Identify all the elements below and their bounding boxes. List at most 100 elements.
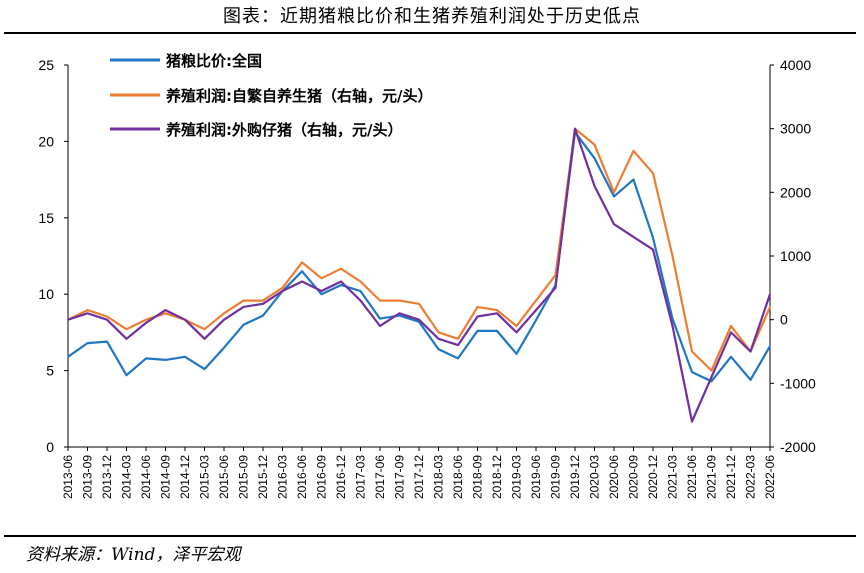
data-point [281,290,284,292]
x-tick-label: 2014-06 [139,455,153,499]
data-point [320,290,323,292]
data-point [398,312,401,315]
x-tick-label: 2017-09 [393,455,407,499]
x-tick-label: 2021-06 [685,455,699,499]
data-point [535,299,537,302]
data-point [476,315,479,318]
legend-label-3: 养殖利润:外购仔猪（右轴，元/头） [165,121,402,139]
data-point [710,380,713,383]
x-tick-label: 2013-09 [81,455,95,499]
data-point [632,236,635,238]
data-point [223,318,225,321]
x-tick-label: 2015-03 [198,455,212,499]
data-point [106,340,108,343]
x-tick-label: 2013-12 [100,455,114,499]
data-point [457,344,459,346]
data-point [749,378,752,381]
data-point [457,357,459,360]
x-tick-label: 2021-09 [705,455,719,499]
right-tick-label: 3000 [780,121,811,137]
x-tick-label: 2015-06 [217,455,231,499]
right-tick-label: -2000 [780,439,816,455]
data-point [86,312,89,315]
x-tick-label: 2020-03 [588,455,602,499]
x-tick-label: 2015-09 [237,455,251,499]
x-tick-label: 2022-06 [763,455,777,499]
data-point [535,319,537,321]
series-lines [67,127,772,423]
data-point [223,312,225,315]
right-tick-label: 1000 [780,248,811,264]
data-point [613,223,615,225]
left-tick-label: 10 [38,286,54,302]
x-tick-label: 2016-09 [315,455,329,499]
data-point [203,368,206,370]
series-line-3 [67,127,772,423]
data-point [671,255,674,257]
data-point [203,337,206,340]
data-point [671,317,674,320]
data-point [67,318,69,321]
x-tick-label: 2017-06 [373,455,387,499]
data-point [320,293,323,296]
left-tick-label: 15 [38,210,54,226]
x-tick-label: 2019-09 [549,455,563,499]
x-tick-label: 2014-03 [120,455,134,499]
x-tick-label: 2016-03 [276,455,290,499]
x-tick-label: 2020-06 [607,455,621,499]
data-point [359,290,362,292]
x-tick-label: 2020-12 [646,455,660,499]
data-point [632,178,635,181]
data-point [398,314,401,317]
x-tick-label: 2021-03 [666,455,680,499]
x-tick-label: 2018-09 [471,455,485,499]
data-point [106,318,108,321]
data-point [437,331,440,334]
left-tick-label: 25 [38,57,54,73]
data-point [145,322,147,324]
x-tick-label: 2021-12 [724,455,738,499]
data-point [223,346,225,349]
data-point [769,293,771,296]
data-point [242,323,245,326]
right-tick-label: 2000 [780,184,811,200]
data-point [749,350,752,353]
x-tick-label: 2018-03 [432,455,446,499]
data-point [86,309,89,311]
data-point [710,369,713,372]
data-point [730,331,732,334]
legend-label-1: 猪粮比价:全国 [165,52,262,70]
data-point [125,328,128,331]
right-tick-label: 4000 [780,57,811,73]
data-point [164,359,167,361]
data-point [340,284,342,286]
data-point [730,325,732,327]
data-point [437,348,440,351]
data-point [301,261,303,264]
data-point [574,127,576,130]
data-point [145,318,147,321]
source-note: 资料来源：Wind，泽平宏观 [26,545,241,565]
data-point [593,157,596,160]
x-tick-label: 2015-12 [256,455,270,499]
data-point [476,330,479,332]
data-point [691,420,693,423]
data-point [379,317,381,320]
right-tick-label: 0 [780,312,788,328]
data-point [691,371,693,373]
data-point [613,195,615,198]
data-point [106,315,108,318]
bottom-rule [4,535,856,537]
data-point [262,302,264,305]
x-tick-label: 2019-12 [568,455,582,499]
data-point [652,236,654,239]
data-point [769,345,771,347]
data-point [86,342,89,344]
data-point [301,270,303,273]
data-point [184,318,186,321]
data-point [242,306,245,308]
data-point [164,309,167,311]
data-point [67,356,69,358]
